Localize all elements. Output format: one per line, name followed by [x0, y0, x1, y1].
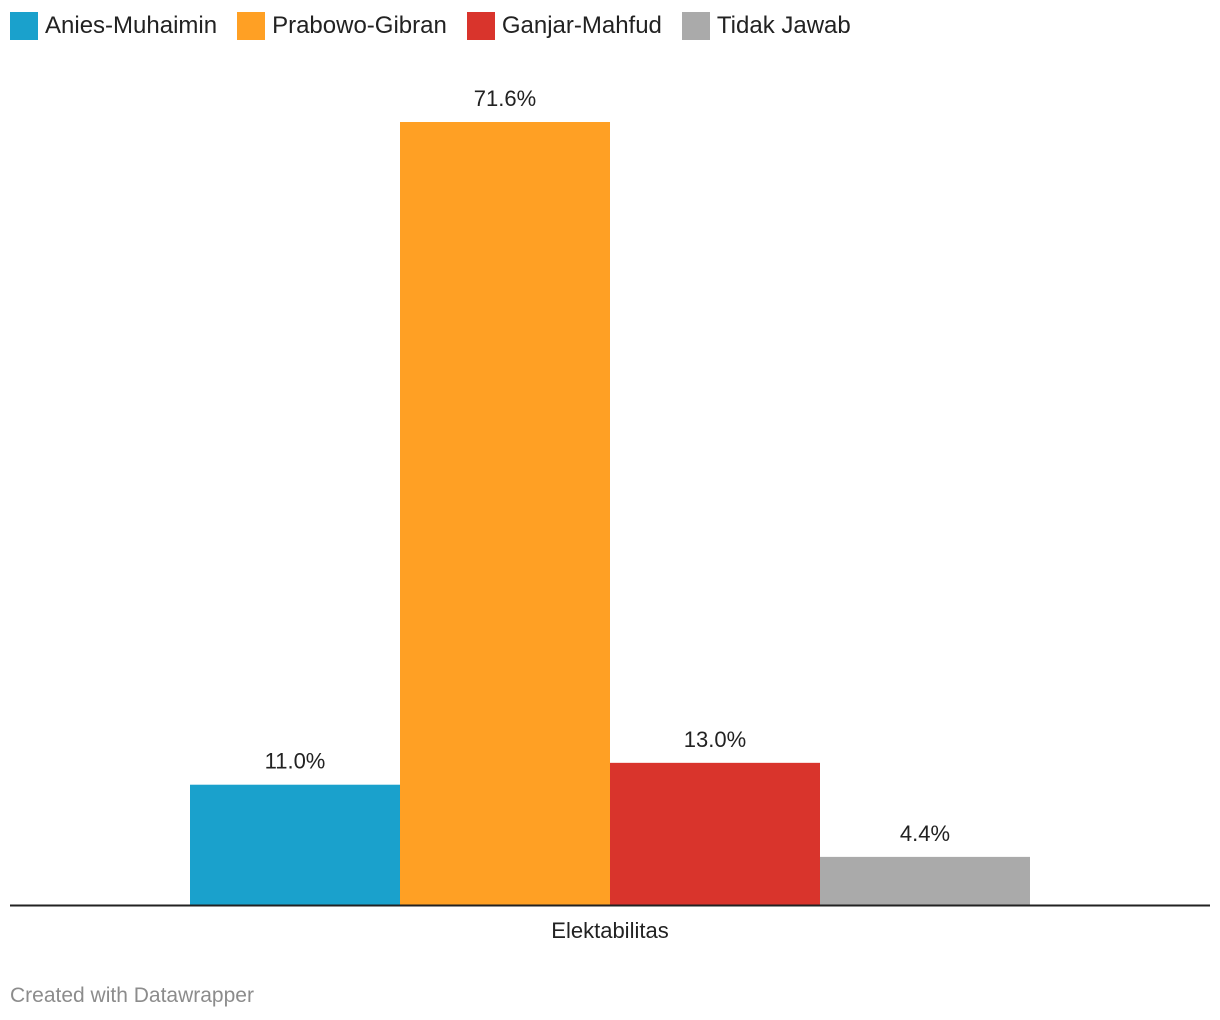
legend-swatch-anies-muhaimin [10, 12, 38, 40]
legend-item-ganjar-mahfud: Ganjar-Mahfud [466, 12, 662, 40]
data-label-anies-muhaimin: 11.0% [265, 749, 326, 774]
data-label-prabowo-gibran: 71.6% [474, 86, 536, 111]
bar-tidak-jawab [820, 856, 1030, 905]
data-label-ganjar-mahfud: 13.0% [684, 727, 746, 752]
x-tick-label-elektabilitas: Elektabilitas [551, 918, 668, 943]
bar-chart: 11.0% 71.6% 13.0% 4.4% Elektabilitas [10, 86, 1210, 943]
legend-label-anies-muhaimin: Anies-Muhaimin [45, 12, 218, 39]
legend-label-ganjar-mahfud: Ganjar-Mahfud [501, 12, 662, 39]
footer-credit: Created with Datawrapper [10, 984, 254, 1007]
chart-legend: Anies-Muhaimin Prabowo-Gibran Ganjar-Mah… [10, 12, 871, 40]
legend-swatch-ganjar-mahfud [466, 12, 495, 40]
legend-item-tidak-jawab: Tidak Jawab [681, 12, 851, 40]
bar-ganjar-mahfud [610, 762, 820, 905]
bar-anies-muhaimin [190, 784, 400, 905]
legend-label-tidak-jawab: Tidak Jawab [716, 12, 851, 39]
legend-swatch-prabowo-gibran [237, 12, 266, 40]
legend-item-anies-muhaimin: Anies-Muhaimin [10, 12, 217, 40]
legend-label-prabowo-gibran: Prabowo-Gibran [272, 12, 447, 39]
legend-item-prabowo-gibran: Prabowo-Gibran [237, 12, 447, 40]
legend-swatch-tidak-jawab [681, 12, 710, 40]
bar-prabowo-gibran [400, 122, 610, 905]
data-label-tidak-jawab: 4.4% [900, 821, 950, 846]
